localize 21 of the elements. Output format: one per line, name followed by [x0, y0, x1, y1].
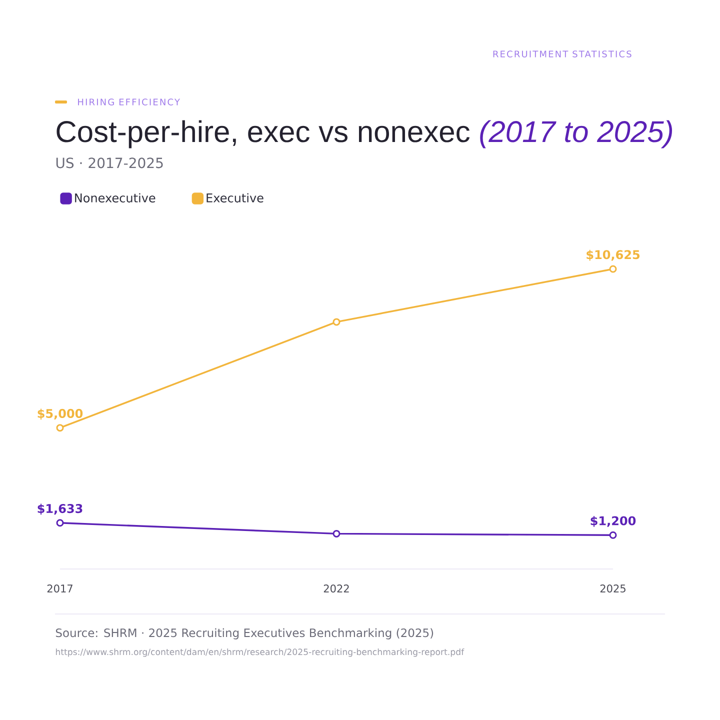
point [609, 531, 617, 539]
data-label: $1,633 [38, 504, 82, 515]
chart-subtitle: US · 2017-2025 [56, 158, 163, 168]
x-tick-label: 2017 [47, 584, 72, 592]
point [56, 519, 64, 527]
chart-title: Cost-per-hire, exec vs nonexec (2017 to 2025) [56, 120, 672, 148]
text: HIRING EFFICIENCY [78, 98, 180, 106]
point [332, 530, 340, 538]
text: RECRUITMENT STATISTICS [493, 50, 632, 58]
point [332, 318, 340, 326]
x-tick-label: 2022 [324, 584, 349, 592]
legend-label: Executive [206, 193, 264, 202]
data-label: $5,000 [38, 408, 83, 420]
data-label: $10,625 [586, 250, 640, 261]
point [609, 265, 617, 273]
data-label: $1,200 [590, 516, 636, 527]
text: https://www.shrm.org/content/dam/en/shrm/research/2025-recruiting-benchmarking-report.pdf [56, 648, 464, 657]
point [56, 424, 64, 432]
source-note: Source: SHRM · 2025 Recruiting Executives Benchmarking (2025) [56, 628, 434, 640]
legend-label: Nonexecutive [75, 193, 156, 202]
x-tick-label: 2025 [600, 584, 626, 592]
